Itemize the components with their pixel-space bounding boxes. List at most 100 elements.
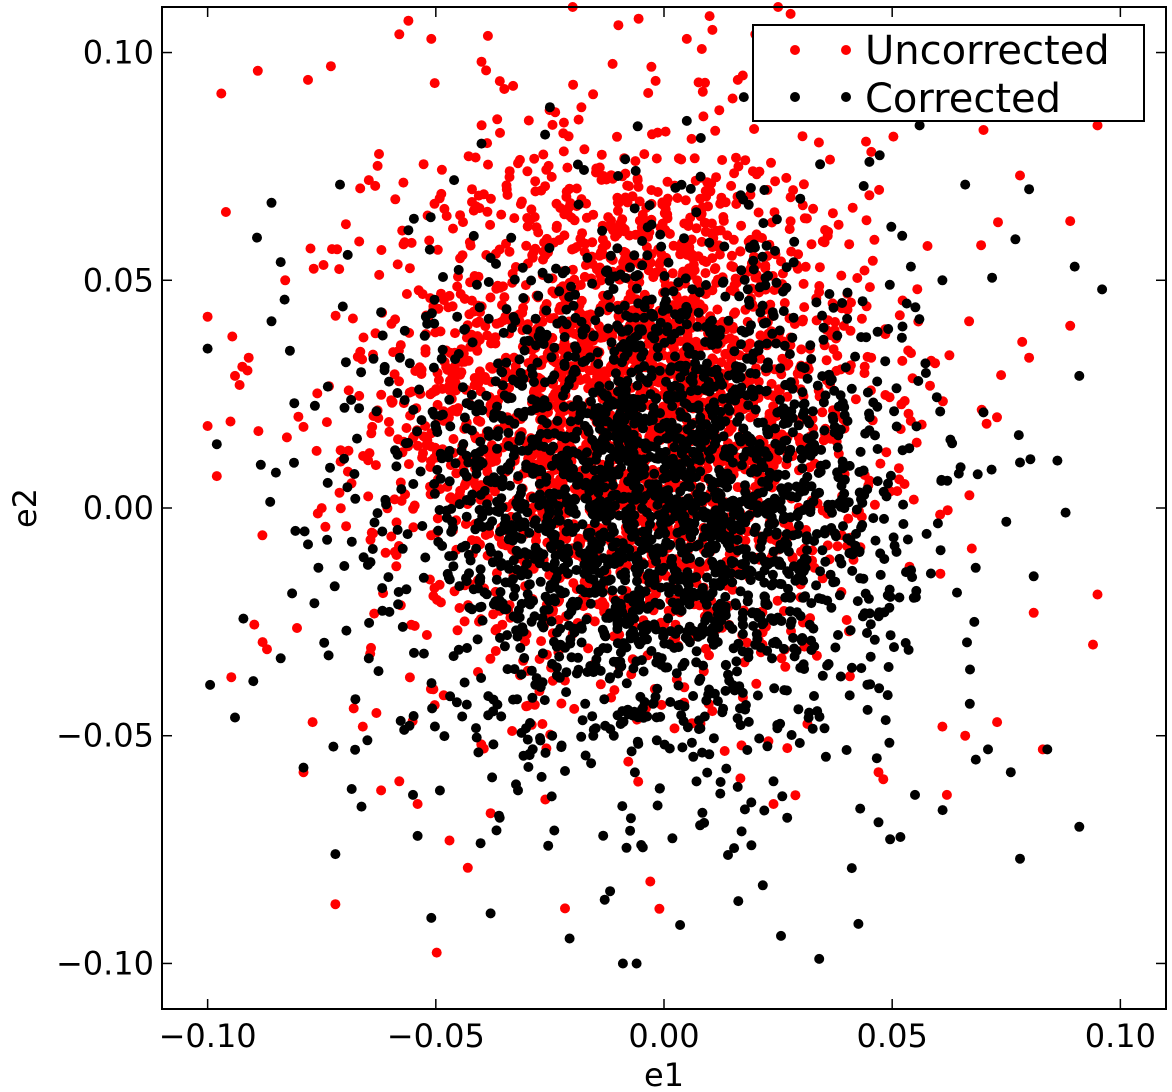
data-point (356, 801, 367, 812)
data-point (621, 384, 631, 395)
data-point (702, 767, 713, 778)
data-point (368, 353, 379, 364)
data-point (733, 638, 744, 649)
data-point (734, 434, 745, 445)
data-point (681, 319, 692, 330)
data-point (525, 599, 536, 610)
data-point (736, 220, 747, 231)
data-point (473, 583, 484, 594)
data-point (724, 620, 735, 631)
data-point (412, 440, 423, 451)
data-point (412, 426, 423, 437)
data-point (707, 24, 718, 35)
data-point (685, 183, 696, 194)
data-point (637, 236, 648, 246)
data-point (495, 587, 506, 597)
data-point (589, 465, 600, 476)
data-point (416, 415, 427, 426)
data-point (705, 423, 716, 434)
data-point (579, 144, 590, 155)
data-point (674, 314, 685, 325)
data-point (308, 263, 319, 274)
data-point (455, 289, 466, 299)
data-point (479, 485, 490, 496)
data-point (504, 415, 515, 426)
data-point (303, 74, 313, 85)
data-point (776, 504, 787, 515)
data-point (818, 322, 829, 333)
data-point (920, 358, 931, 369)
data-point (732, 781, 743, 792)
data-point (354, 236, 365, 247)
data-point (866, 352, 877, 363)
data-point (573, 623, 584, 634)
data-point (685, 481, 696, 492)
data-point (468, 230, 479, 241)
data-point (226, 672, 237, 683)
data-point (781, 262, 792, 273)
data-point (646, 61, 657, 72)
data-point (856, 663, 867, 674)
data-point (874, 184, 885, 195)
data-point (252, 65, 263, 76)
data-point (493, 550, 504, 561)
data-point (227, 331, 238, 342)
data-point (601, 500, 611, 510)
data-point (437, 409, 448, 420)
data-point (530, 176, 541, 187)
data-point (874, 150, 885, 161)
data-point (795, 444, 806, 455)
data-point (858, 573, 869, 584)
data-point (842, 416, 853, 426)
data-point (633, 776, 644, 787)
data-point (809, 641, 820, 652)
data-point (711, 520, 722, 531)
data-point (873, 767, 884, 778)
data-point (799, 302, 810, 313)
data-point (408, 213, 419, 224)
data-point (753, 232, 764, 242)
data-point (366, 527, 377, 538)
data-point (736, 388, 747, 399)
data-point (1015, 170, 1025, 181)
data-point (335, 445, 346, 456)
data-point (746, 797, 757, 808)
data-point (608, 354, 619, 364)
data-point (861, 215, 872, 226)
data-point (693, 450, 704, 461)
data-point (424, 244, 435, 255)
data-point (664, 228, 675, 239)
data-point (662, 303, 673, 314)
data-point (786, 246, 797, 257)
data-point (495, 282, 506, 293)
data-point (820, 459, 831, 470)
data-point (965, 664, 975, 675)
data-point (370, 180, 381, 191)
data-point (629, 767, 640, 778)
data-point (591, 454, 601, 465)
data-point (476, 601, 487, 612)
data-point (891, 421, 902, 432)
data-point (448, 434, 459, 444)
data-point (673, 361, 684, 372)
data-point (682, 424, 693, 435)
data-point (731, 373, 742, 384)
data-point (700, 615, 711, 626)
data-point (557, 268, 568, 279)
data-point (475, 564, 486, 575)
data-point (591, 167, 601, 178)
data-point (844, 548, 855, 559)
data-point (662, 176, 673, 187)
data-point (434, 193, 445, 204)
data-point (569, 703, 580, 714)
data-point (566, 373, 577, 384)
data-point (882, 690, 893, 701)
data-point (392, 524, 403, 535)
data-point (732, 534, 743, 545)
data-point (806, 354, 817, 364)
data-point (695, 415, 706, 426)
data-point (522, 700, 533, 711)
data-point (720, 591, 731, 602)
data-point (538, 254, 548, 265)
data-point (588, 387, 599, 398)
